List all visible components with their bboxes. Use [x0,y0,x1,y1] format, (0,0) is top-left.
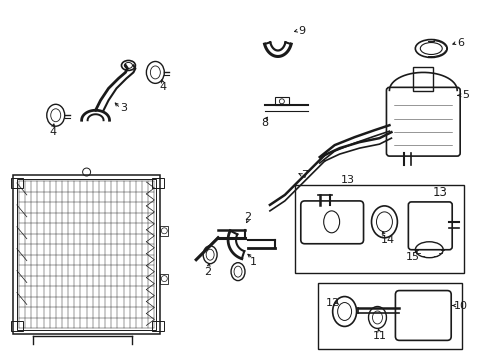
Text: 15: 15 [405,252,419,262]
Bar [274,97,288,105]
Bar [294,185,463,273]
Text: 6: 6 [457,37,464,48]
Bar [160,274,168,284]
Bar [152,178,164,188]
Text: 13: 13 [340,175,354,185]
Text: 7: 7 [301,170,308,180]
Text: 9: 9 [298,26,305,36]
Text: 3: 3 [120,103,127,113]
Bar [11,178,23,188]
Text: 5: 5 [462,90,468,100]
Text: 11: 11 [372,332,386,341]
Text: 13: 13 [432,186,447,199]
Text: 4: 4 [160,82,166,93]
Bar [11,321,23,332]
Bar [160,226,168,236]
Bar [13,175,160,334]
Text: 10: 10 [453,301,467,311]
Bar [152,321,164,332]
Text: 2: 2 [204,267,211,276]
Text: 14: 14 [380,235,394,245]
Text: 8: 8 [261,118,268,128]
Text: 12: 12 [325,297,339,307]
Bar [17,179,156,330]
Text: 2: 2 [244,212,251,222]
Text: 1: 1 [249,257,256,267]
Text: 4: 4 [49,127,56,137]
Bar [412,67,432,91]
Bar [317,283,461,349]
